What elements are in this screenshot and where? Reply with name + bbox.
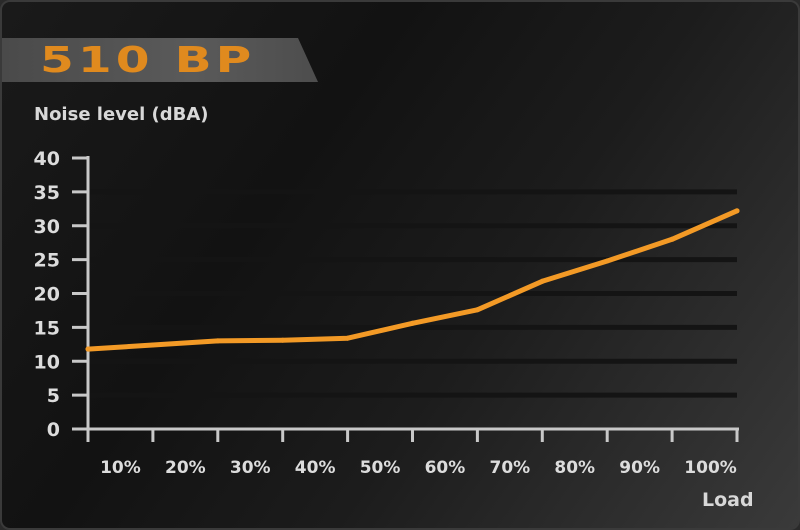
x-tick-label: 10% [100, 458, 141, 478]
data-point [734, 208, 740, 214]
data-point [539, 278, 545, 284]
x-tick-label: 100% [684, 458, 737, 478]
title-banner [2, 38, 318, 82]
y-tick-label: 0 [47, 419, 60, 441]
data-point [669, 236, 675, 242]
y-tick-label: 35 [34, 182, 60, 204]
data-point [85, 346, 91, 352]
x-tick-label: 40% [295, 458, 336, 478]
x-tick-label: 90% [619, 458, 660, 478]
x-tick-label: 30% [230, 458, 271, 478]
x-axis-label: Load [702, 489, 754, 511]
data-point [280, 337, 286, 343]
x-tick-label: 60% [425, 458, 466, 478]
y-tick-label: 20 [34, 284, 60, 306]
data-point [604, 258, 610, 264]
x-tick-label: 80% [554, 458, 595, 478]
x-tick-label: 50% [360, 458, 401, 478]
y-tick-label: 30 [34, 216, 60, 238]
data-point [215, 338, 221, 344]
chart-title: 510 BP [40, 40, 256, 81]
x-tick-label: 70% [489, 458, 530, 478]
y-tick-label: 10 [34, 351, 60, 373]
y-tick-label: 5 [47, 385, 60, 407]
y-tick-label: 40 [34, 148, 60, 170]
x-tick-label: 20% [165, 458, 206, 478]
data-point [150, 342, 156, 348]
data-point [345, 335, 351, 341]
data-point [474, 307, 480, 313]
data-point [410, 320, 415, 326]
y-tick-label: 25 [34, 250, 60, 272]
y-axis-label: Noise level (dBA) [34, 104, 209, 125]
y-tick-label: 15 [34, 317, 60, 339]
